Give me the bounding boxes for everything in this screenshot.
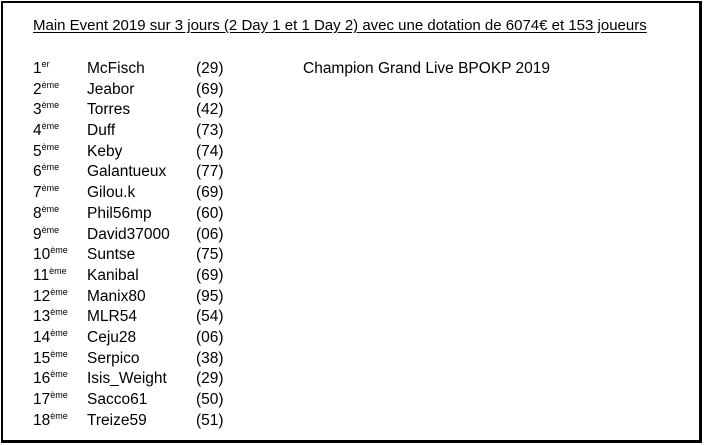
rank-number: 6 (33, 163, 42, 181)
rank-suffix: ème (41, 203, 60, 214)
player-name: Torres (87, 101, 131, 119)
rank-suffix: ème (50, 307, 68, 318)
player-name: Sacco61 (87, 391, 148, 408)
rank-label: 12ème (33, 287, 68, 309)
player-department: (69) (196, 80, 224, 98)
rank-label: 16ème (33, 369, 68, 391)
rank-label: 11ème (33, 266, 67, 288)
player-name: Isis_Weight (87, 370, 167, 388)
rank-label: 15ème (33, 349, 68, 371)
rank-number: 5 (33, 142, 42, 160)
rank-suffix: ème (49, 265, 67, 276)
player-department: (29) (196, 60, 224, 77)
event-heading: Main Event 2019 sur 3 jours (2 Day 1 et … (33, 17, 647, 34)
rank-number: 2 (33, 80, 42, 98)
rank-number: 1 (33, 60, 42, 77)
player-department: (51) (196, 411, 224, 429)
rank-suffix: ème (41, 183, 60, 194)
rank-label: 1er (33, 59, 50, 81)
rank-suffix: ème (50, 390, 68, 400)
player-name: McFisch (87, 60, 145, 77)
player-department: (50) (196, 391, 224, 408)
rank-suffix: ème (41, 162, 60, 173)
rank-suffix: ème (50, 286, 68, 297)
rank-number: 14 (33, 328, 51, 346)
player-name: David37000 (87, 225, 170, 243)
rank-suffix: ème (41, 100, 60, 111)
rank-label: 6ème (33, 162, 59, 184)
rank-suffix: ème (50, 245, 68, 256)
player-name: Galantueux (87, 163, 167, 181)
rank-label: 7ème (33, 183, 59, 205)
rank-number: 15 (33, 349, 51, 367)
rank-suffix: ème (50, 327, 68, 338)
rank-number: 13 (33, 308, 51, 326)
rank-label: 14ème (33, 328, 68, 350)
player-name: Gilou.k (87, 184, 136, 202)
player-department: (38) (196, 349, 224, 367)
rank-suffix: ème (41, 79, 60, 90)
player-department: (73) (196, 122, 224, 140)
rank-suffix: ème (50, 348, 68, 359)
champion-label: Champion Grand Live BPOKP 2019 (303, 60, 551, 77)
player-department: (69) (196, 184, 224, 202)
player-department: (29) (196, 370, 224, 388)
player-department: (69) (196, 266, 224, 284)
player-department: (74) (196, 142, 224, 160)
player-department: (06) (196, 328, 224, 346)
player-department: (95) (196, 287, 224, 305)
rank-number: 8 (33, 204, 42, 222)
rank-label: 3ème (33, 100, 59, 122)
rank-label: 10ème (33, 245, 68, 267)
player-name: Keby (87, 142, 123, 160)
player-department: (77) (196, 163, 224, 181)
player-name: Kanibal (87, 266, 139, 284)
rank-number: 12 (33, 287, 51, 305)
rank-label: 2ème (33, 80, 59, 102)
player-name: Ceju28 (87, 328, 137, 346)
player-name: Jeabor (87, 80, 135, 98)
rank-suffix: ème (50, 410, 68, 421)
player-department: (75) (196, 246, 224, 264)
rank-number: 16 (33, 370, 51, 388)
rank-label: 9ème (33, 225, 59, 247)
player-department: (42) (196, 101, 224, 119)
player-department: (06) (196, 225, 224, 243)
rank-number: 11 (33, 266, 50, 284)
rank-number: 18 (33, 411, 51, 429)
rank-label: 8ème (33, 204, 59, 226)
rank-number: 9 (33, 225, 42, 243)
rank-label: 4ème (33, 121, 59, 143)
rank-number: 7 (33, 184, 42, 202)
rank-number: 10 (33, 246, 51, 264)
rank-suffix: ème (50, 369, 68, 380)
player-name: Suntse (87, 246, 136, 264)
rank-label: 17ème (33, 390, 68, 412)
rank-suffix: ème (41, 141, 60, 152)
player-name: Phil56mp (87, 204, 152, 222)
rank-label: 18ème (33, 411, 68, 433)
rank-label: 5ème (33, 142, 59, 164)
rank-number: 17 (33, 391, 51, 408)
player-name: Duff (87, 122, 116, 140)
player-name: Serpico (87, 349, 140, 367)
rank-number: 3 (33, 101, 42, 119)
player-name: MLR54 (87, 308, 137, 326)
rank-suffix: ème (41, 224, 60, 235)
rank-suffix: ème (41, 121, 60, 132)
player-name: Manix80 (87, 287, 146, 305)
rank-number: 4 (33, 122, 42, 140)
player-department: (54) (196, 308, 224, 326)
player-department: (60) (196, 204, 224, 222)
player-name: Treize59 (87, 411, 147, 429)
rank-suffix: er (41, 59, 50, 69)
rank-label: 13ème (33, 307, 68, 329)
